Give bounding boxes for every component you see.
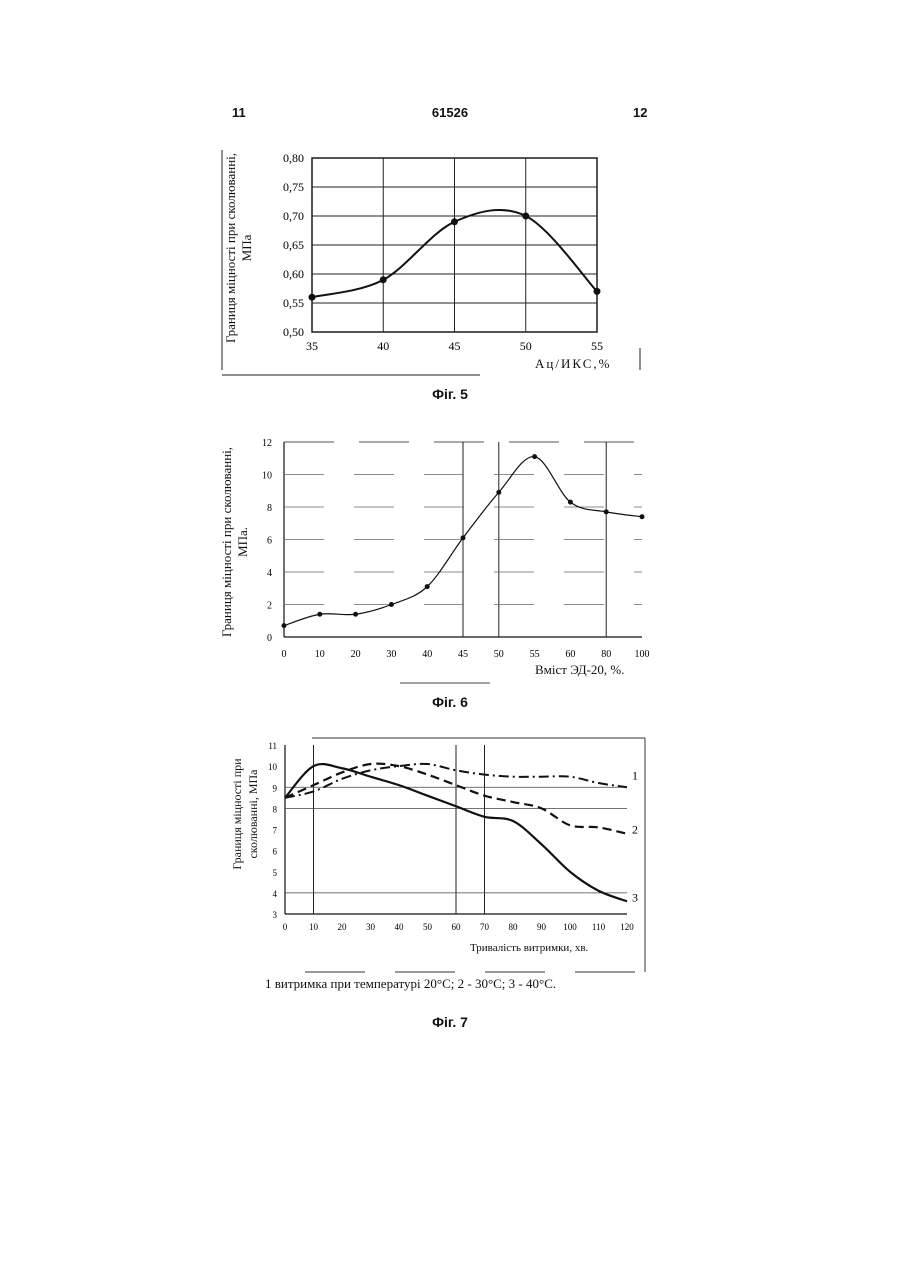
fig5-series-line — [312, 210, 597, 297]
fig6-xtick-label-2: 20 — [351, 649, 361, 660]
fig5-point-4 — [594, 288, 601, 295]
fig6-ytick-label-5: 10 — [262, 471, 272, 482]
fig6-ytick-label-0: 0 — [267, 633, 272, 644]
fig5-plot-area — [312, 158, 597, 332]
fig6-ytick-label-2: 4 — [267, 568, 272, 579]
fig5-point-3 — [522, 213, 529, 220]
fig6-xtick-label-8: 60 — [565, 649, 575, 660]
fig7-xtick-label-9: 90 — [537, 922, 547, 932]
fig6-x-axis-label: Вміст ЭД-20, %. — [535, 662, 624, 678]
fig5-xtick-label-4: 55 — [591, 339, 603, 353]
fig6-xtick-label-9: 80 — [601, 649, 611, 660]
fig7-ytick-label-8: 11 — [268, 741, 277, 751]
fig5-caption: Фіг. 5 — [0, 386, 900, 402]
fig7-legend-note: 1 витримка при температурі 20°С; 2 - 30°… — [265, 976, 556, 992]
fig6-point-0 — [282, 623, 287, 628]
fig5-y-axis-label: Границя міцності при сколюванні, МПа — [223, 143, 255, 353]
fig5-ytick-label-5: 0,75 — [283, 180, 304, 194]
fig6-ytick-label-6: 12 — [262, 438, 272, 449]
page-number-right: 12 — [633, 105, 647, 120]
fig5-xtick-label-2: 45 — [449, 339, 461, 353]
fig6-point-10 — [640, 514, 645, 519]
fig7-ytick-label-1: 4 — [273, 889, 278, 899]
fig6-point-5 — [461, 535, 466, 540]
fig7-xtick-label-2: 20 — [338, 922, 348, 932]
fig7-xtick-label-3: 30 — [366, 922, 376, 932]
fig7-x-axis-label: Тривалість витримки, хв. — [470, 942, 588, 954]
fig5-x-axis-label: Ац/ИКС,% — [535, 356, 611, 372]
fig6-ytick-label-3: 6 — [267, 536, 272, 547]
fig6-caption: Фіг. 6 — [0, 694, 900, 710]
fig6-point-3 — [389, 602, 394, 607]
fig7-xtick-label-11: 110 — [592, 922, 606, 932]
fig7-ytick-label-6: 9 — [273, 783, 278, 793]
fig7-series-3-label: 3 — [632, 890, 638, 904]
fig7-series-1-label: 1 — [632, 768, 638, 782]
fig7-series-1-line — [285, 764, 627, 798]
fig6-xtick-label-1: 10 — [315, 649, 325, 660]
fig6-point-9 — [604, 509, 609, 514]
fig6-point-6 — [496, 490, 501, 495]
fig7-xtick-label-12: 120 — [620, 922, 634, 932]
fig7-xtick-label-5: 50 — [423, 922, 433, 932]
fig7-y-axis-label: Границя міцності при сколюванні, МПа — [229, 739, 261, 889]
fig5-ytick-label-0: 0,50 — [283, 325, 304, 339]
fig6-series-line — [284, 457, 642, 626]
fig7-xtick-label-0: 0 — [283, 922, 288, 932]
fig6-y-axis-label: Границя міцності при сколюванні, МПа. — [219, 442, 251, 642]
fig7-ytick-label-3: 6 — [273, 847, 278, 857]
fig6-xtick-label-3: 30 — [386, 649, 396, 660]
fig6-xtick-label-7: 55 — [530, 649, 540, 660]
fig5-ytick-label-6: 0,80 — [283, 151, 304, 165]
fig7-ytick-label-0: 3 — [273, 910, 278, 920]
fig7-xtick-label-4: 40 — [395, 922, 405, 932]
fig7-caption: Фіг. 7 — [0, 1014, 900, 1030]
fig7-xtick-label-8: 80 — [509, 922, 519, 932]
fig6-xtick-label-5: 45 — [458, 649, 468, 660]
fig5-xtick-label-3: 50 — [520, 339, 532, 353]
patent-number: 61526 — [0, 105, 900, 120]
fig7-xtick-label-6: 60 — [452, 922, 462, 932]
fig5-xtick-label-0: 35 — [306, 339, 318, 353]
fig5-ytick-label-1: 0,55 — [283, 296, 304, 310]
fig5-point-0 — [309, 294, 316, 301]
fig6-point-8 — [568, 500, 573, 505]
fig6-point-4 — [425, 584, 430, 589]
fig6-point-7 — [532, 454, 537, 459]
fig7-series-3-line — [285, 764, 627, 901]
fig7-series-2-label: 2 — [632, 823, 638, 837]
fig6-point-1 — [317, 612, 322, 617]
fig5-ytick-label-3: 0,65 — [283, 238, 304, 252]
fig7-xtick-label-1: 10 — [309, 922, 319, 932]
fig7-ytick-label-4: 7 — [273, 826, 278, 836]
fig7-ytick-label-5: 8 — [273, 804, 278, 814]
fig6-xtick-label-10: 100 — [635, 649, 650, 660]
fig5-xtick-label-1: 40 — [377, 339, 389, 353]
fig7-xtick-label-10: 100 — [563, 922, 577, 932]
fig6-xtick-label-0: 0 — [282, 649, 287, 660]
fig5-ytick-label-4: 0,70 — [283, 209, 304, 223]
fig6-xtick-label-4: 40 — [422, 649, 432, 660]
fig6-ytick-label-4: 8 — [267, 503, 272, 514]
fig5-point-1 — [380, 276, 387, 283]
fig7-series-2-line — [285, 764, 627, 834]
fig6-point-2 — [353, 612, 358, 617]
fig5-point-2 — [451, 218, 458, 225]
fig5-ytick-label-2: 0,60 — [283, 267, 304, 281]
fig6-xtick-label-6: 50 — [494, 649, 504, 660]
fig7-ytick-label-2: 5 — [273, 868, 278, 878]
fig7-xtick-label-7: 70 — [480, 922, 490, 932]
fig6-ytick-label-1: 2 — [267, 601, 272, 612]
fig7-ytick-label-7: 10 — [268, 762, 278, 772]
